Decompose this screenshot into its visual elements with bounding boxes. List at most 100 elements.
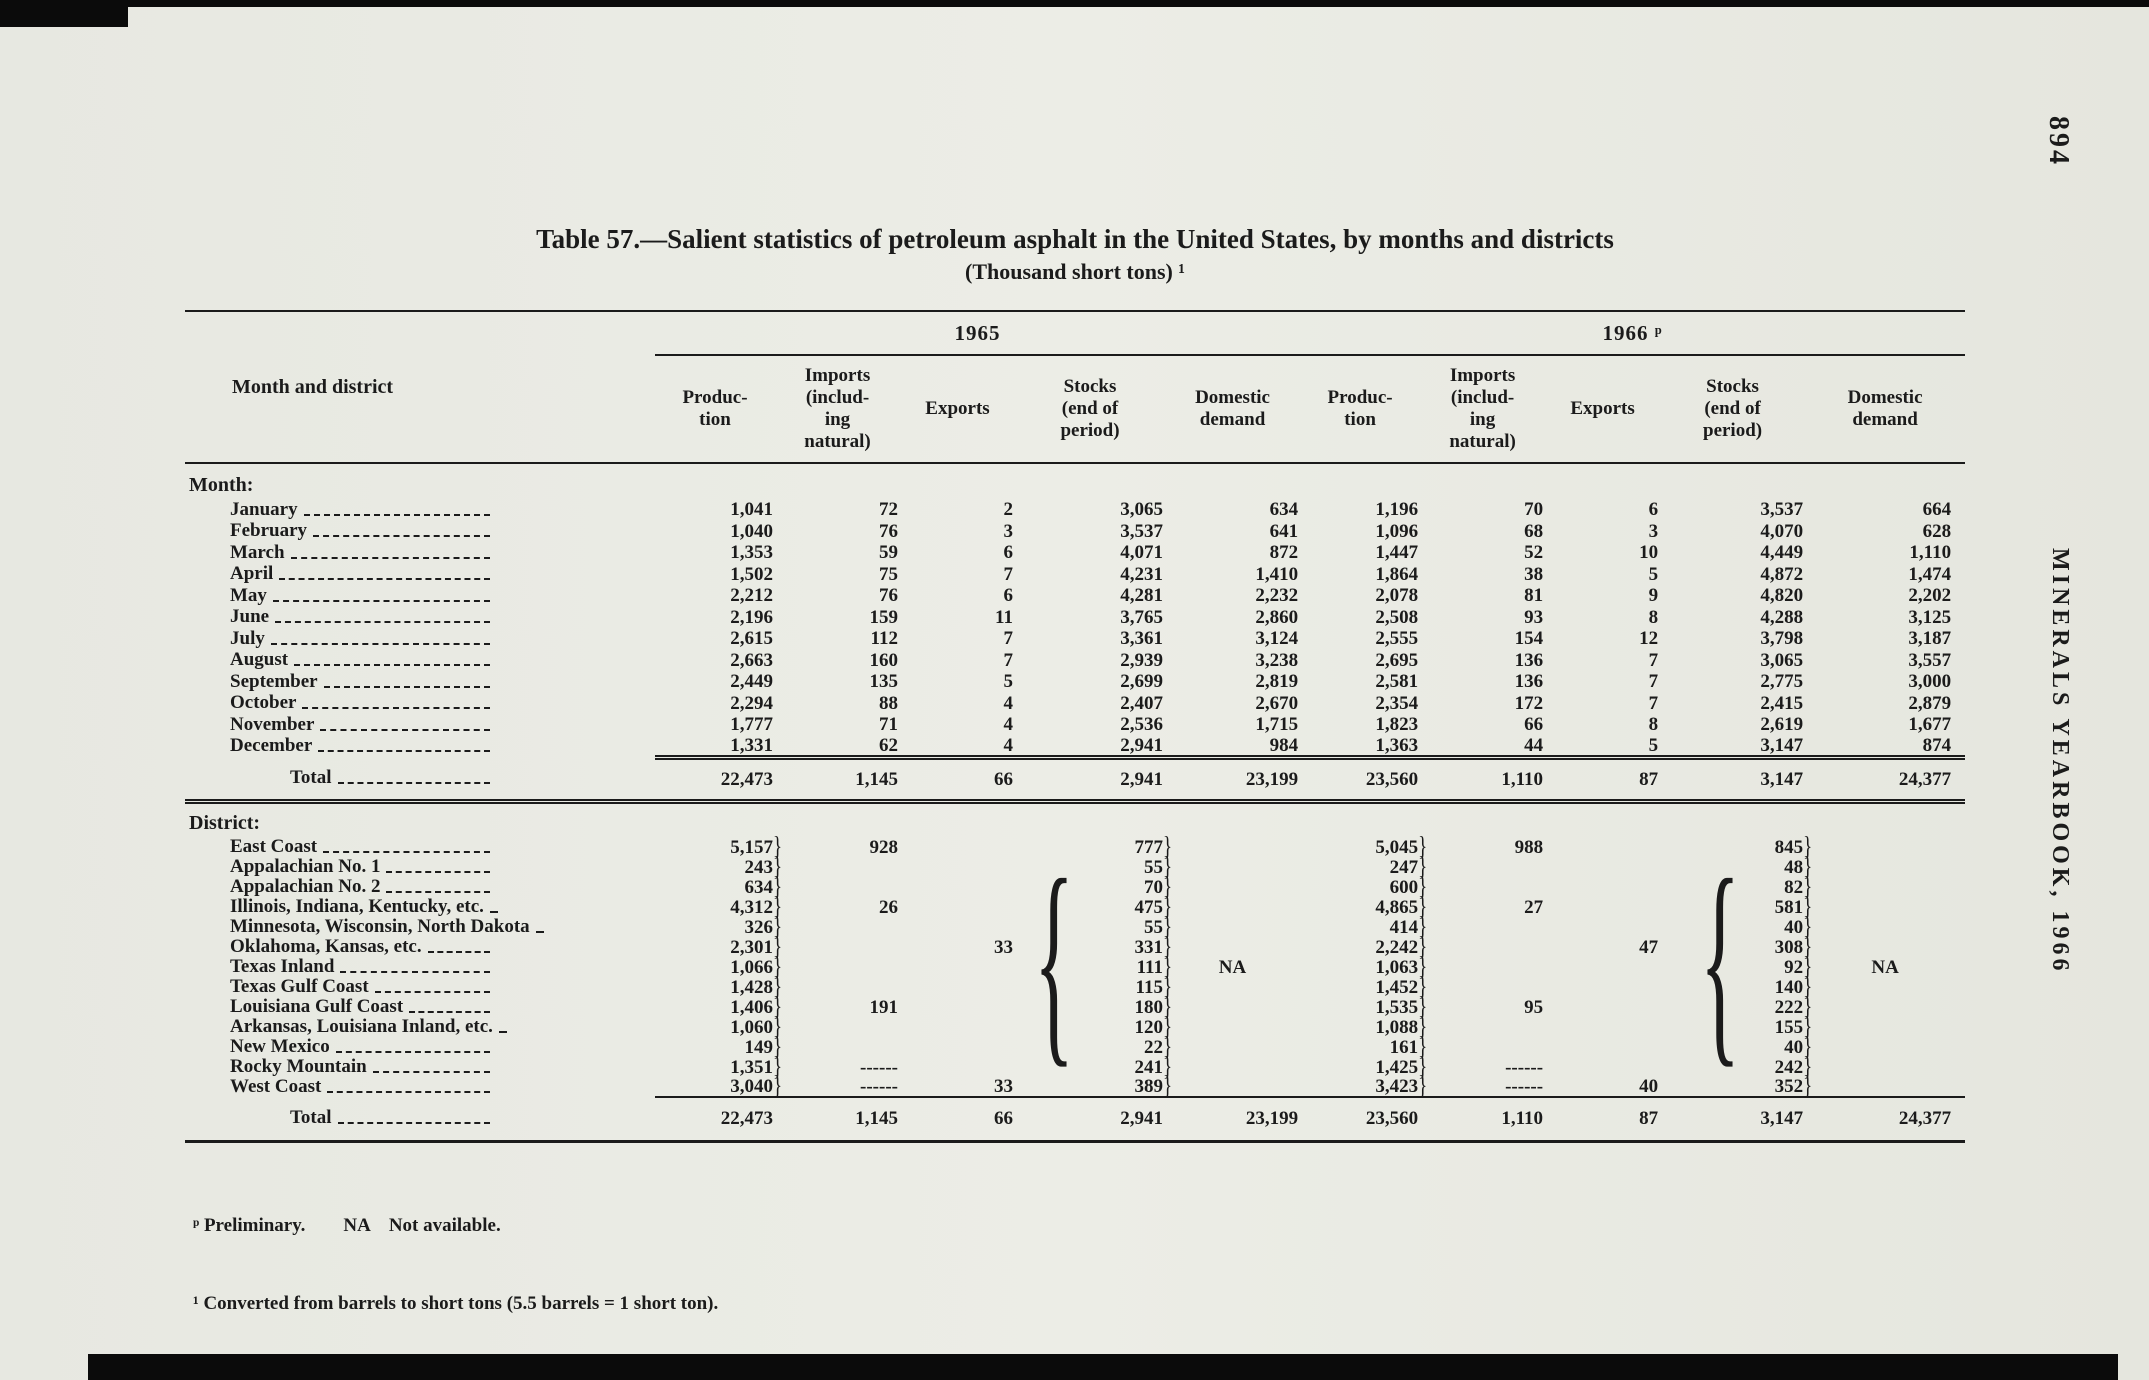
value-cell — [775, 1017, 900, 1037]
value-cell: 3,147 — [1660, 754, 1806, 804]
value-cell — [1165, 937, 1300, 957]
dash-leader — [337, 1122, 490, 1125]
value-cell: 634 — [1269, 499, 1299, 521]
value-cell: 66 — [1524, 714, 1544, 736]
dash-leader — [275, 621, 490, 624]
value-cell — [1805, 997, 1965, 1017]
value-cell — [900, 877, 1015, 897]
value-cell: 12 — [1639, 628, 1659, 650]
value-cell — [900, 917, 1015, 937]
row-label-text: Arkansas, Louisiana Inland, etc. — [230, 1016, 493, 1038]
value-cell: 872 — [1269, 542, 1299, 564]
table-row: August 2,663 160 7 2,939 3,238 2,695 136 7 3,065 3… — [185, 650, 1965, 672]
value-cell: 2 — [1003, 499, 1014, 521]
value-cell: 72 — [879, 499, 898, 521]
value-cell: 38 — [1524, 563, 1544, 585]
value-cell: 3,765 — [1120, 606, 1163, 628]
row-label-text: East Coast — [230, 836, 318, 858]
row-label-text: September — [230, 670, 318, 692]
row-label-text: November — [230, 713, 315, 735]
value-cell: 161} — [1389, 1031, 1428, 1062]
row-label: July — [185, 628, 655, 650]
row-label-text: March — [230, 541, 285, 563]
value-text: 2,301 — [730, 936, 773, 958]
value-cell: 115} — [1135, 971, 1173, 1002]
value-text: 222 — [1774, 996, 1804, 1018]
value-cell: 1,410 — [1255, 563, 1299, 585]
row-label: West Coast — [185, 1077, 655, 1097]
dash-leader — [302, 707, 490, 710]
value-cell: ------ — [1505, 1076, 1544, 1097]
value-cell: 6 — [1003, 542, 1014, 564]
value-cell: 40} — [1784, 1031, 1813, 1062]
value-cell: 984 — [1269, 734, 1299, 756]
value-cell — [1805, 917, 1965, 937]
value-cell: 414} — [1389, 911, 1428, 942]
table-row: Rocky Mountain 1,351} ------ 241} 1,425} ----… — [185, 1053, 1965, 1081]
dash-leader — [386, 890, 490, 893]
value-cell: 47 — [1639, 936, 1659, 958]
value-cell: 2,301} — [730, 931, 783, 962]
scan-artifact-top-bar — [0, 0, 2149, 7]
table-row: Minnesota, Wisconsin, North Dakota 326} 55… — [185, 911, 1965, 942]
value-cell: 81 — [1524, 585, 1544, 607]
value-cell: 7 — [1003, 628, 1014, 650]
value-cell: 9 — [1648, 585, 1659, 607]
value-cell: 93 — [1524, 606, 1544, 628]
row-label: Oklahoma, Kansas, etc. — [185, 937, 655, 957]
value-cell: 2,860 — [1255, 606, 1299, 628]
row-label-text: January — [230, 498, 298, 520]
value-cell: 22,473 — [655, 1096, 775, 1143]
value-cell: 22,473 — [655, 754, 775, 804]
value-cell: 4,820 — [1760, 585, 1804, 607]
value-text: 155 — [1774, 1016, 1804, 1038]
value-cell: 8 — [1648, 714, 1659, 736]
col-stocks-1965: Stocks (end of period) — [1015, 355, 1165, 464]
value-cell: 1,041 — [730, 499, 773, 521]
row-label-text: May — [230, 584, 267, 606]
value-cell — [1165, 877, 1300, 897]
value-cell: 7 — [1003, 563, 1014, 585]
value-cell: 4,312} — [730, 891, 783, 922]
value-cell — [1420, 937, 1545, 957]
value-cell: 1,535} — [1375, 991, 1428, 1022]
value-cell: ------ — [1505, 1056, 1544, 1078]
row-label: November — [185, 714, 655, 736]
value-cell: 1,474 — [1908, 563, 1952, 585]
value-text: 634 — [744, 876, 774, 898]
value-cell: 4 — [1003, 714, 1014, 736]
value-cell — [1165, 977, 1300, 997]
value-cell: 22} — [1144, 1031, 1173, 1062]
value-cell — [775, 1037, 900, 1057]
value-cell — [1545, 897, 1660, 917]
value-cell: 48} — [1784, 851, 1813, 882]
value-cell: 389} — [1134, 1070, 1173, 1102]
table-row: West Coast 3,040} ------ 33 389} 3,423} ------… — [185, 1070, 1965, 1102]
dash-leader — [323, 685, 490, 688]
row-label-text: February — [230, 520, 308, 542]
value-cell: 1,196 — [1375, 499, 1419, 521]
value-cell: 3,361 — [1120, 628, 1163, 650]
value-cell: 664 — [1922, 499, 1952, 521]
value-cell: 988 — [1514, 836, 1544, 858]
row-label-text: Illinois, Indiana, Kentucky, etc. — [230, 896, 484, 918]
value-cell: 3,147 — [1760, 734, 1804, 756]
year-group-1966: 1966 ᵖ — [1300, 310, 1966, 356]
dash-leader — [340, 970, 490, 973]
value-cell: 4 — [1003, 734, 1014, 756]
row-label-text: August — [230, 649, 289, 671]
value-cell: 2,581 — [1375, 671, 1419, 693]
value-cell: 1,677 — [1908, 714, 1952, 736]
col-exports-1966: Exports — [1545, 355, 1661, 464]
col-stocks-1966: Stocks (end of period) — [1660, 355, 1806, 464]
value-cell — [1165, 857, 1300, 877]
value-text: 1,066 — [730, 956, 773, 978]
value-cell — [1420, 977, 1545, 997]
value-cell: 3,125 — [1908, 606, 1952, 628]
value-cell — [1805, 977, 1965, 997]
row-label-text: Appalachian No. 2 — [230, 876, 381, 898]
value-cell: 3 — [1648, 520, 1659, 542]
value-cell: 5,045} — [1375, 831, 1428, 862]
value-cell: 4,288 — [1760, 606, 1804, 628]
